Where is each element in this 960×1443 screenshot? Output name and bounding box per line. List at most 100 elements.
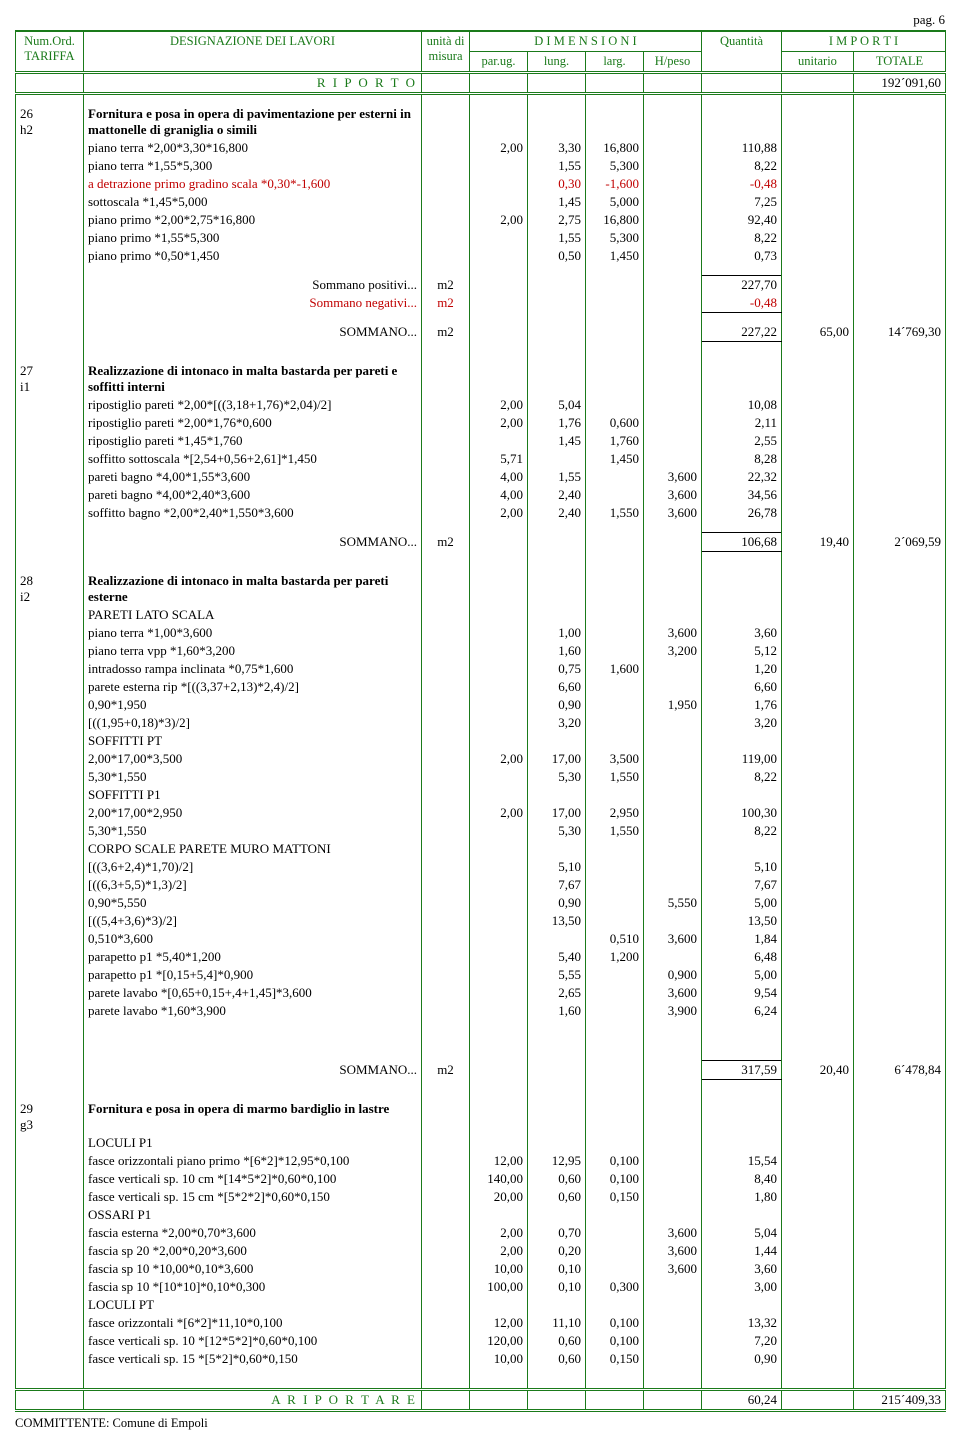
measure-row: 5,30*1,5505,301,5508,22 (16, 768, 946, 786)
measure-desc: fasce verticali sp. 10 cm *[14*5*2]*0,60… (84, 1170, 422, 1188)
hdr-importi: I M P O R T I (782, 31, 946, 52)
measure-row: fascia sp 10 *[10*10]*0,10*0,300100,000,… (16, 1278, 946, 1296)
measure-desc: piano primo *2,00*2,75*16,800 (84, 211, 422, 229)
measure-row: fascia esterna *2,00*0,70*3,6002,000,703… (16, 1224, 946, 1242)
measure-row: piano terra *1,00*3,6001,003,6003,60 (16, 624, 946, 642)
measure-row: piano terra *1,55*5,3001,555,3008,22 (16, 157, 946, 175)
measure-row: 0,90*5,5500,905,5505,00 (16, 894, 946, 912)
measure-row: pareti bagno *4,00*2,40*3,6004,002,403,6… (16, 486, 946, 504)
measure-desc: parapetto p1 *[0,15+5,4]*0,900 (84, 966, 422, 984)
measure-row: LOCULI PT (16, 1296, 946, 1314)
measure-desc: pareti bagno *4,00*1,55*3,600 (84, 468, 422, 486)
measure-row: intradosso rampa inclinata *0,75*1,6000,… (16, 660, 946, 678)
riportare-label: A R I P O R T A R E (84, 1391, 422, 1411)
riportare-qty: 60,24 (702, 1391, 782, 1411)
measure-desc: [((3,6+2,4)*1,70)/2] (84, 858, 422, 876)
hdr-totale: TOTALE (854, 52, 946, 73)
hdr-tariffa: Num.Ord. TARIFFA (16, 31, 84, 73)
measure-row: 0,510*3,6000,5103,6001,84 (16, 930, 946, 948)
measure-desc: 2,00*17,00*2,950 (84, 804, 422, 822)
page-number: pag. 6 (15, 12, 945, 28)
measure-desc: fasce verticali sp. 15 cm *[5*2*2]*0,60*… (84, 1188, 422, 1206)
table-header: Num.Ord. TARIFFA DESIGNAZIONE DEI LAVORI… (16, 31, 946, 73)
measure-desc: fasce verticali sp. 15 *[5*2]*0,60*0,150 (84, 1350, 422, 1368)
measure-row: SOFFITTI P1 (16, 786, 946, 804)
measure-row: fasce orizzontali piano primo *[6*2]*12,… (16, 1152, 946, 1170)
measure-desc: soffitto sottoscala *[2,54+0,56+2,61]*1,… (84, 450, 422, 468)
measure-row: piano terra *2,00*3,30*16,8002,003,3016,… (16, 139, 946, 157)
measure-desc: fasce verticali sp. 10 *[12*5*2]*0,60*0,… (84, 1332, 422, 1350)
measure-row: [((1,95+0,18)*3)/2]3,203,20 (16, 714, 946, 732)
hdr-hpeso: H/peso (644, 52, 702, 73)
measure-desc: [((5,4+3,6)*3)/2] (84, 912, 422, 930)
measure-row: [((5,4+3,6)*3)/2]13,5013,50 (16, 912, 946, 930)
measure-desc: intradosso rampa inclinata *0,75*1,600 (84, 660, 422, 678)
measure-desc: SOFFITTI P1 (84, 786, 422, 804)
hdr-lung: lung. (528, 52, 586, 73)
measure-row: soffitto sottoscala *[2,54+0,56+2,61]*1,… (16, 450, 946, 468)
measure-row: fasce verticali sp. 10 cm *[14*5*2]*0,60… (16, 1170, 946, 1188)
measure-desc: piano terra *2,00*3,30*16,800 (84, 139, 422, 157)
sommano-pos: Sommano positivi... (84, 276, 422, 295)
measure-row: parapetto p1 *[0,15+5,4]*0,9005,550,9005… (16, 966, 946, 984)
measure-desc: 0,510*3,600 (84, 930, 422, 948)
riporto-label: R I P O R T O (84, 73, 422, 94)
measure-desc: 0,90*5,550 (84, 894, 422, 912)
item-title: Fornitura e posa in opera di marmo bardi… (84, 1100, 422, 1134)
measure-row: fascia sp 20 *2,00*0,20*3,6002,000,203,6… (16, 1242, 946, 1260)
measure-row: OSSARI P1 (16, 1206, 946, 1224)
estimate-table: Num.Ord. TARIFFA DESIGNAZIONE DEI LAVORI… (15, 30, 946, 1412)
measure-desc: piano terra vpp *1,60*3,200 (84, 642, 422, 660)
measure-desc: soffitto bagno *2,00*2,40*1,550*3,600 (84, 504, 422, 522)
hdr-designazione: DESIGNAZIONE DEI LAVORI (84, 31, 422, 73)
measure-row: LOCULI P1 (16, 1134, 946, 1152)
measure-row: parete esterna rip *[((3,37+2,13)*2,4)/2… (16, 678, 946, 696)
riportare-total: 215´409,33 (854, 1391, 946, 1411)
measure-row: 5,30*1,5505,301,5508,22 (16, 822, 946, 840)
measure-desc: CORPO SCALE PARETE MURO MATTONI (84, 840, 422, 858)
measure-row: piano primo *0,50*1,4500,501,4500,73 (16, 247, 946, 265)
measure-desc: piano primo *0,50*1,450 (84, 247, 422, 265)
measure-desc: parete lavabo *1,60*3,900 (84, 1002, 422, 1020)
sommano-label: SOMMANO... (84, 533, 422, 552)
measure-row: CORPO SCALE PARETE MURO MATTONI (16, 840, 946, 858)
hdr-unitario: unitario (782, 52, 854, 73)
measure-row: a detrazione primo gradino scala *0,30*-… (16, 175, 946, 193)
item-title: Fornitura e posa in opera di pavimentazi… (84, 105, 422, 139)
measure-row: fasce verticali sp. 15 cm *[5*2*2]*0,60*… (16, 1188, 946, 1206)
measure-desc: parapetto p1 *5,40*1,200 (84, 948, 422, 966)
measure-desc: fascia esterna *2,00*0,70*3,600 (84, 1224, 422, 1242)
measure-desc: SOFFITTI PT (84, 732, 422, 750)
measure-row: ripostiglio pareti *1,45*1,7601,451,7602… (16, 432, 946, 450)
measure-row: 2,00*17,00*2,9502,0017,002,950100,30 (16, 804, 946, 822)
measure-desc: piano terra *1,00*3,600 (84, 624, 422, 642)
measure-desc: 0,90*1,950 (84, 696, 422, 714)
measure-desc: fascia sp 10 *10,00*0,10*3,600 (84, 1260, 422, 1278)
measure-desc: PARETI LATO SCALA (84, 606, 422, 624)
measure-desc: fasce orizzontali piano primo *[6*2]*12,… (84, 1152, 422, 1170)
measure-desc: LOCULI P1 (84, 1134, 422, 1152)
measure-row: piano primo *2,00*2,75*16,8002,002,7516,… (16, 211, 946, 229)
measure-row: SOFFITTI PT (16, 732, 946, 750)
item-title: Realizzazione di intonaco in malta basta… (84, 572, 422, 606)
measure-desc: 2,00*17,00*3,500 (84, 750, 422, 768)
sommano-neg: Sommano negativi... (84, 294, 422, 313)
item-num: 27i1 (16, 362, 84, 396)
measure-desc: fascia sp 20 *2,00*0,20*3,600 (84, 1242, 422, 1260)
measure-row: fascia sp 10 *10,00*0,10*3,60010,000,103… (16, 1260, 946, 1278)
hdr-larg: larg. (586, 52, 644, 73)
measure-row: PARETI LATO SCALA (16, 606, 946, 624)
measure-row: sottoscala *1,45*5,0001,455,0007,25 (16, 193, 946, 211)
sommano-label: SOMMANO... (84, 323, 422, 342)
measure-desc: [((6,3+5,5)*1,3)/2] (84, 876, 422, 894)
item-num: 28i2 (16, 572, 84, 606)
measure-row: parapetto p1 *5,40*1,2005,401,2006,48 (16, 948, 946, 966)
measure-desc: pareti bagno *4,00*2,40*3,600 (84, 486, 422, 504)
measure-row: piano primo *1,55*5,3001,555,3008,22 (16, 229, 946, 247)
hdr-dimensioni: D I M E N S I O N I (470, 31, 702, 52)
measure-row: ripostiglio pareti *2,00*[((3,18+1,76)*2… (16, 396, 946, 414)
measure-desc: fascia sp 10 *[10*10]*0,10*0,300 (84, 1278, 422, 1296)
item-num: 26h2 (16, 105, 84, 139)
measure-desc: a detrazione primo gradino scala *0,30*-… (84, 175, 422, 193)
measure-desc: OSSARI P1 (84, 1206, 422, 1224)
